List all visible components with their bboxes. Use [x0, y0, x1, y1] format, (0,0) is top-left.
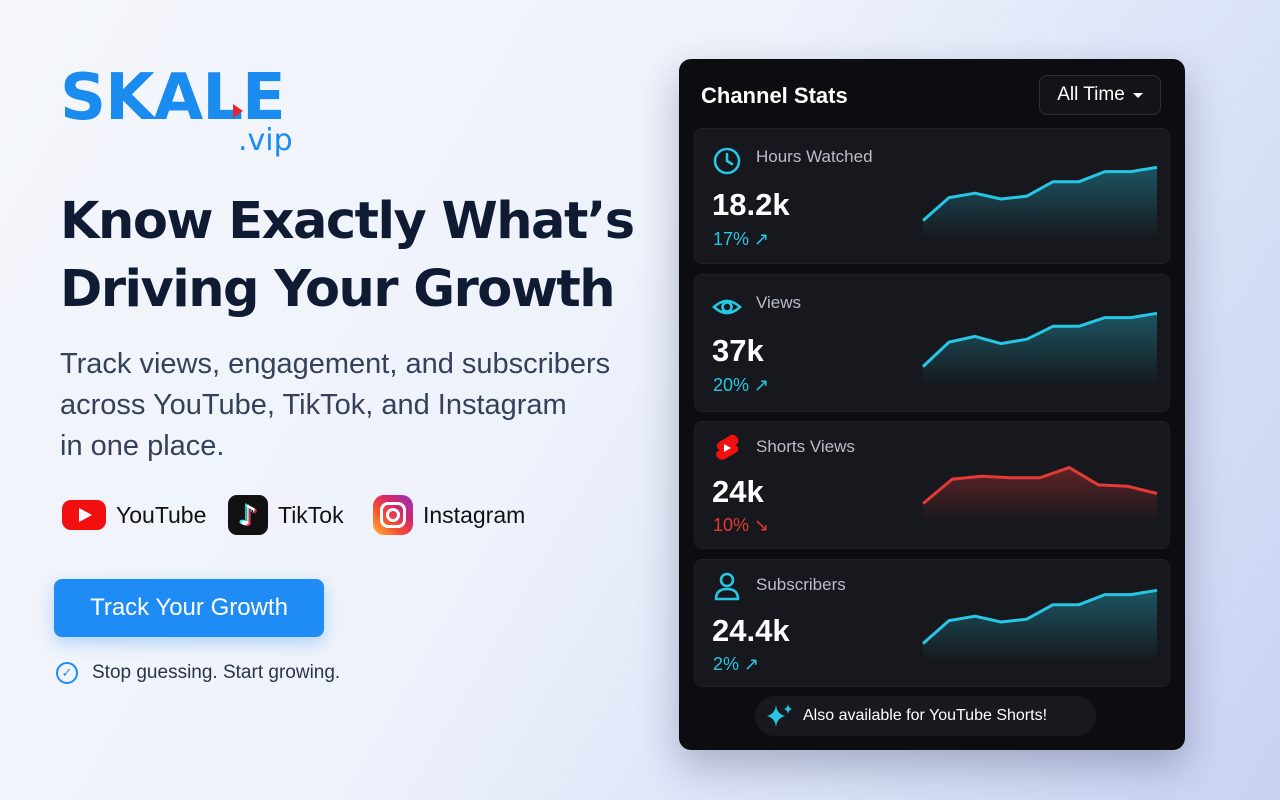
stat-change: 2% ↗ [713, 654, 760, 674]
time-range-dropdown[interactable]: All Time [1039, 75, 1161, 115]
sparkline-area [923, 590, 1157, 662]
brand-name: SKALE [60, 61, 286, 135]
stat-label: Shorts Views [756, 437, 855, 456]
sparkline-chart [921, 311, 1158, 385]
youtube-shorts-icon [716, 434, 739, 460]
shorts-availability-pill: Also available for YouTube Shorts! [755, 696, 1096, 736]
sparkline-area [923, 467, 1157, 522]
eye-icon [712, 299, 742, 315]
youtube-icon [62, 500, 106, 530]
subtext: Track views, engagement, and subscribers… [60, 344, 620, 467]
brand-domain: .vip [238, 123, 293, 158]
instagram-icon [373, 495, 413, 535]
user-icon [714, 572, 740, 601]
stat-value: 18.2k [712, 187, 790, 222]
platform-instagram: Instagram [373, 494, 525, 536]
stat-value: 24k [712, 474, 764, 509]
tiktok-icon: ♪ [228, 495, 268, 535]
stat-card-views[interactable]: Views 37k 20% ↗ [694, 274, 1170, 412]
stat-card-shorts-views[interactable]: Shorts Views 24k 10% ↘ [694, 421, 1170, 549]
stat-card-subscribers[interactable]: Subscribers 24.4k 2% ↗ [694, 559, 1170, 687]
stat-label: Views [756, 293, 802, 312]
channel-stats-card: Channel Stats All Time Hours Watched 18.… [679, 59, 1185, 750]
check-circle-icon: ✓ [56, 662, 78, 684]
sparkline-chart [922, 165, 1158, 239]
stat-change: 17% ↗ [713, 229, 770, 249]
platform-youtube: YouTube [62, 494, 206, 536]
pill-text: Also available for YouTube Shorts! [803, 707, 1048, 724]
stat-label: Hours Watched [756, 147, 873, 166]
headline: Know Exactly What’s Driving Your Growth [60, 188, 660, 324]
platform-label: YouTube [116, 501, 207, 528]
tagline: ✓ Stop guessing. Start growing. [56, 662, 340, 684]
track-growth-button[interactable]: Track Your Growth [54, 579, 324, 637]
brand-logo: SKALE .vip [60, 66, 300, 158]
headline-line-1: Know Exactly What’s [60, 192, 635, 251]
sparkline-line [921, 311, 1158, 368]
clock-icon [713, 147, 741, 175]
sparkline-line [922, 466, 1158, 505]
sparkline-chart [922, 466, 1158, 522]
platform-list: YouTube ♪ TikTok Instagram [62, 494, 562, 536]
platform-label: TikTok [278, 501, 344, 528]
subtext-line-1: Track views, engagement, and subscribers [60, 348, 611, 380]
sparkline-line [922, 588, 1158, 645]
stat-change: 10% ↘ [713, 515, 770, 535]
stat-value: 24.4k [712, 613, 790, 648]
card-title: Channel Stats [701, 83, 848, 108]
stat-card-hours-watched[interactable]: Hours Watched 18.2k 17% ↗ [694, 128, 1170, 264]
stat-label: Subscribers [756, 575, 846, 594]
stat-change: 20% ↗ [713, 375, 770, 395]
platform-tiktok: ♪ TikTok [228, 494, 344, 536]
sparkline-chart [922, 588, 1158, 662]
sparkle-icon [767, 704, 792, 727]
platform-label: Instagram [423, 501, 526, 528]
tagline-text: Stop guessing. Start growing. [92, 662, 341, 683]
sparkline-area [923, 167, 1157, 239]
sparkline-line [922, 165, 1158, 222]
sparkline-area [923, 313, 1157, 385]
headline-line-2: Driving Your Growth [60, 260, 616, 319]
subtext-line-2: across YouTube, TikTok, and Instagram [60, 389, 567, 421]
stat-value: 37k [712, 333, 764, 368]
time-range-value: All Time [1057, 84, 1125, 105]
subtext-line-3: in one place. [60, 430, 225, 462]
caret-down-icon [1132, 92, 1143, 98]
logo-play-icon [233, 104, 243, 118]
